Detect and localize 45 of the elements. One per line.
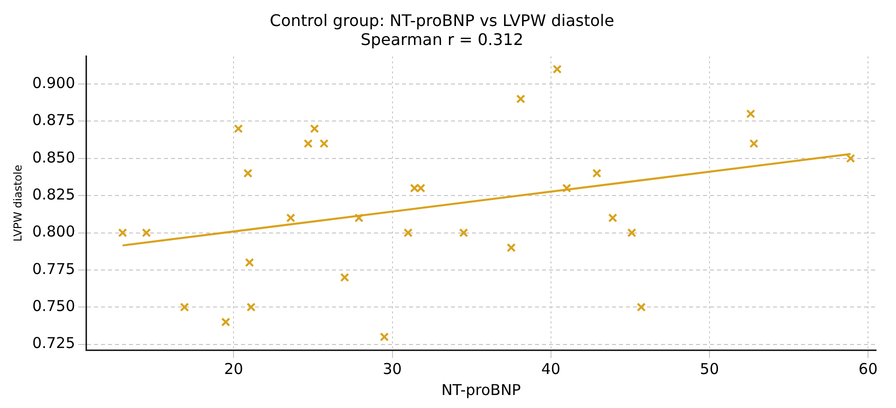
chart-title: Control group: NT-proBNP vs LVPW diastole — [270, 10, 614, 30]
y-tick-label: 0.850 — [32, 148, 76, 166]
x-tick-label: 20 — [224, 360, 244, 378]
y-tick-label: 0.800 — [32, 222, 76, 241]
point — [746, 109, 756, 118]
y-tick-label: 0.750 — [32, 297, 76, 316]
y-tick-label: 0.775 — [32, 260, 76, 278]
point — [142, 228, 151, 238]
point — [340, 272, 350, 282]
point — [243, 168, 252, 178]
point — [380, 332, 389, 342]
point — [354, 213, 364, 222]
point — [320, 139, 329, 148]
point — [592, 168, 602, 178]
y-tick-label: 0.875 — [32, 111, 76, 130]
y-tick-label: 0.825 — [32, 186, 76, 204]
point — [562, 184, 572, 193]
point — [636, 302, 646, 312]
y-tick-label: 0.900 — [32, 74, 76, 92]
point — [552, 64, 562, 74]
point — [118, 228, 128, 238]
point — [304, 139, 313, 148]
y-axis-title: LVPW diastole — [11, 164, 24, 242]
y-tick-label: 0.725 — [32, 334, 76, 352]
point — [246, 302, 256, 312]
point — [410, 184, 419, 193]
x-tick-label: 60 — [858, 360, 878, 378]
point — [180, 302, 190, 312]
point — [286, 213, 296, 222]
point — [516, 94, 526, 104]
point — [749, 139, 758, 148]
point — [244, 258, 254, 268]
chart-subtitle: Spearman r = 0.312 — [360, 30, 524, 49]
x-tick-label: 40 — [541, 360, 560, 378]
point — [404, 228, 413, 238]
point — [627, 228, 636, 238]
point — [310, 124, 320, 134]
x-tick-label: 30 — [382, 360, 402, 378]
point — [608, 213, 618, 222]
x-axis-title: NT-proBNP — [441, 380, 521, 399]
x-tick-label: 50 — [700, 360, 720, 378]
point — [221, 318, 230, 327]
point — [506, 243, 516, 252]
point — [234, 124, 243, 134]
point — [459, 228, 468, 238]
